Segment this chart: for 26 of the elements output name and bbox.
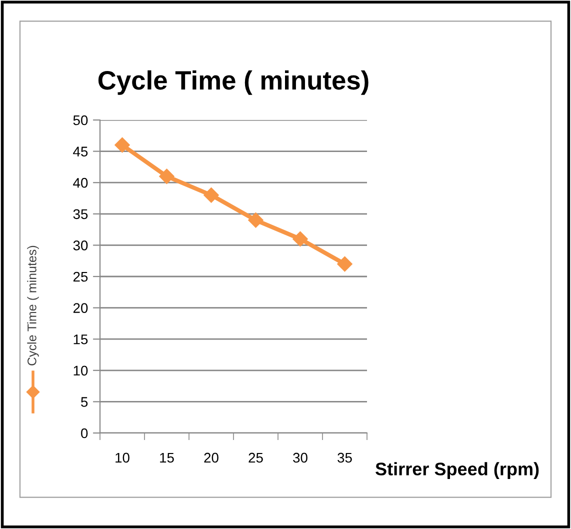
y-tick-label: 15: [74, 334, 88, 344]
chart-title: Cycle Time ( minutes): [98, 70, 368, 95]
y-tick-label: 20: [73, 303, 88, 313]
y-tick-label: 30: [73, 240, 88, 250]
point: [114, 137, 130, 153]
point: [337, 256, 352, 272]
y-tick-label: 10: [74, 366, 88, 376]
y-tick-label: 25: [73, 272, 88, 282]
y-tick-label: 0: [81, 428, 88, 438]
point: [292, 231, 308, 247]
point: [159, 168, 174, 184]
x-tick-label: 15: [160, 452, 174, 463]
y-tick-label: 35: [73, 209, 88, 220]
x-tick-label: 25: [248, 452, 263, 463]
y-tick-label: 40: [73, 178, 88, 188]
y-tick-label: 45: [73, 146, 88, 156]
x-axis-title: Stirrer Speed (rpm): [376, 462, 539, 479]
point: [204, 188, 219, 203]
point: [248, 212, 264, 228]
y-tick-label: 5: [81, 397, 88, 407]
x-tick-label: 20: [204, 452, 218, 463]
x-tick-label: 35: [338, 452, 352, 463]
x-tick-label: 10: [116, 452, 130, 463]
text: Cycle Time ( minutes): [27, 246, 39, 366]
x-tick-label: 30: [293, 452, 308, 463]
y-tick-label: 50: [73, 115, 88, 126]
